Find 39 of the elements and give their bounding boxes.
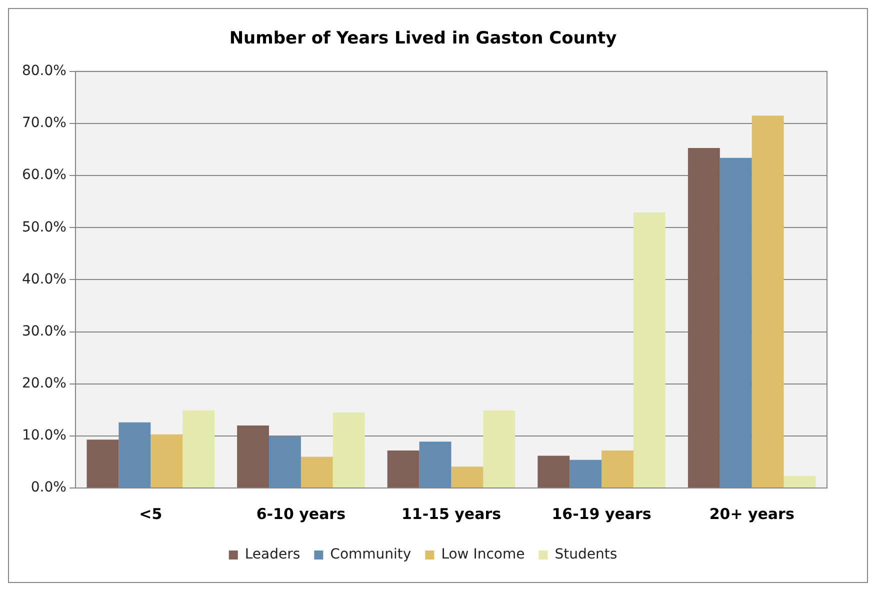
y-tick-label: 10.0% [22, 428, 66, 444]
bar [86, 440, 119, 488]
y-tick-label: 20.0% [22, 375, 66, 392]
bar [237, 426, 269, 488]
chart-title: Number of Years Lived in Gaston County [229, 28, 617, 49]
legend-label: Community [330, 546, 412, 563]
legend-label: Low Income [441, 546, 525, 563]
bar [150, 434, 183, 488]
y-tick-label: 40.0% [22, 271, 66, 288]
bar [633, 212, 666, 488]
bar [752, 116, 784, 488]
bar [451, 466, 484, 488]
legend-label: Students [554, 546, 618, 563]
x-tick-label: 16-19 years [552, 504, 652, 523]
bar [570, 460, 602, 488]
x-tick-label: 20+ years [709, 504, 794, 523]
bar [332, 412, 365, 488]
legend-label: Leaders [244, 546, 300, 563]
bar [538, 456, 570, 488]
bar [688, 148, 720, 488]
bar [182, 410, 215, 488]
bar [118, 422, 151, 488]
y-tick-label: 30.0% [22, 323, 66, 340]
bar [784, 476, 816, 488]
y-tick-label: 80.0% [22, 63, 66, 80]
y-tick-label: 50.0% [22, 219, 66, 236]
bar [720, 158, 752, 488]
x-tick-label: <5 [139, 504, 162, 523]
bar [419, 442, 452, 488]
bar [300, 456, 333, 488]
y-tick-label: 60.0% [22, 167, 66, 184]
bar [387, 450, 420, 488]
bar [483, 410, 516, 488]
x-tick-label: 6-10 years [256, 504, 346, 523]
y-tick-label: 0.0% [30, 480, 66, 496]
y-tick-label: 70.0% [22, 115, 66, 132]
bar [602, 450, 634, 488]
bar [268, 436, 301, 488]
x-tick-label: 11-15 years [401, 504, 502, 523]
